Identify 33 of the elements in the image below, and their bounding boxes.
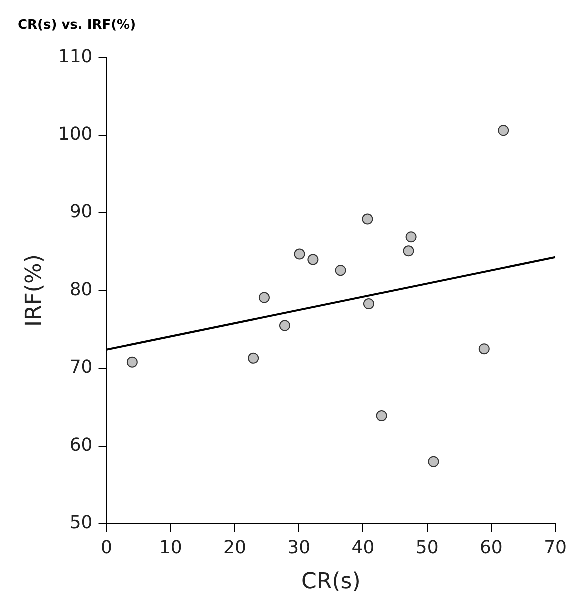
point <box>428 456 440 468</box>
point <box>279 320 290 332</box>
point <box>363 298 374 310</box>
y-tick-label: 90 <box>70 202 93 223</box>
y-tick-label: 110 <box>58 46 93 68</box>
x-tick-label: 50 <box>416 537 439 558</box>
y-tick-label: 60 <box>70 434 93 456</box>
x-tick-label: 10 <box>159 537 182 558</box>
point <box>308 254 319 266</box>
point <box>498 125 510 136</box>
y-axis-title: IRF(%) <box>22 254 47 328</box>
x-tick-label: 30 <box>288 537 311 558</box>
point <box>248 352 260 364</box>
y-tick-label: 70 <box>70 357 93 378</box>
x-tick-label: 20 <box>224 537 246 558</box>
x-tick-label: 40 <box>352 537 375 558</box>
point <box>126 356 138 368</box>
point <box>294 248 306 260</box>
point <box>258 292 270 304</box>
x-tick-label: 60 <box>480 537 503 558</box>
point <box>362 214 374 225</box>
x-axis-title: CR(s) <box>302 570 361 595</box>
point <box>335 265 346 276</box>
x-tick-label: 0 <box>101 537 112 558</box>
y-tick-label: 80 <box>70 279 93 300</box>
point <box>406 232 417 243</box>
y-tick-label: 50 <box>70 512 93 534</box>
point <box>376 410 388 422</box>
x-tick-label: 70 <box>544 537 567 558</box>
chart-title: CR(s) vs. IRF(%) <box>18 18 136 34</box>
point <box>478 344 490 355</box>
y-tick-label: 100 <box>58 124 93 146</box>
point <box>403 246 414 257</box>
